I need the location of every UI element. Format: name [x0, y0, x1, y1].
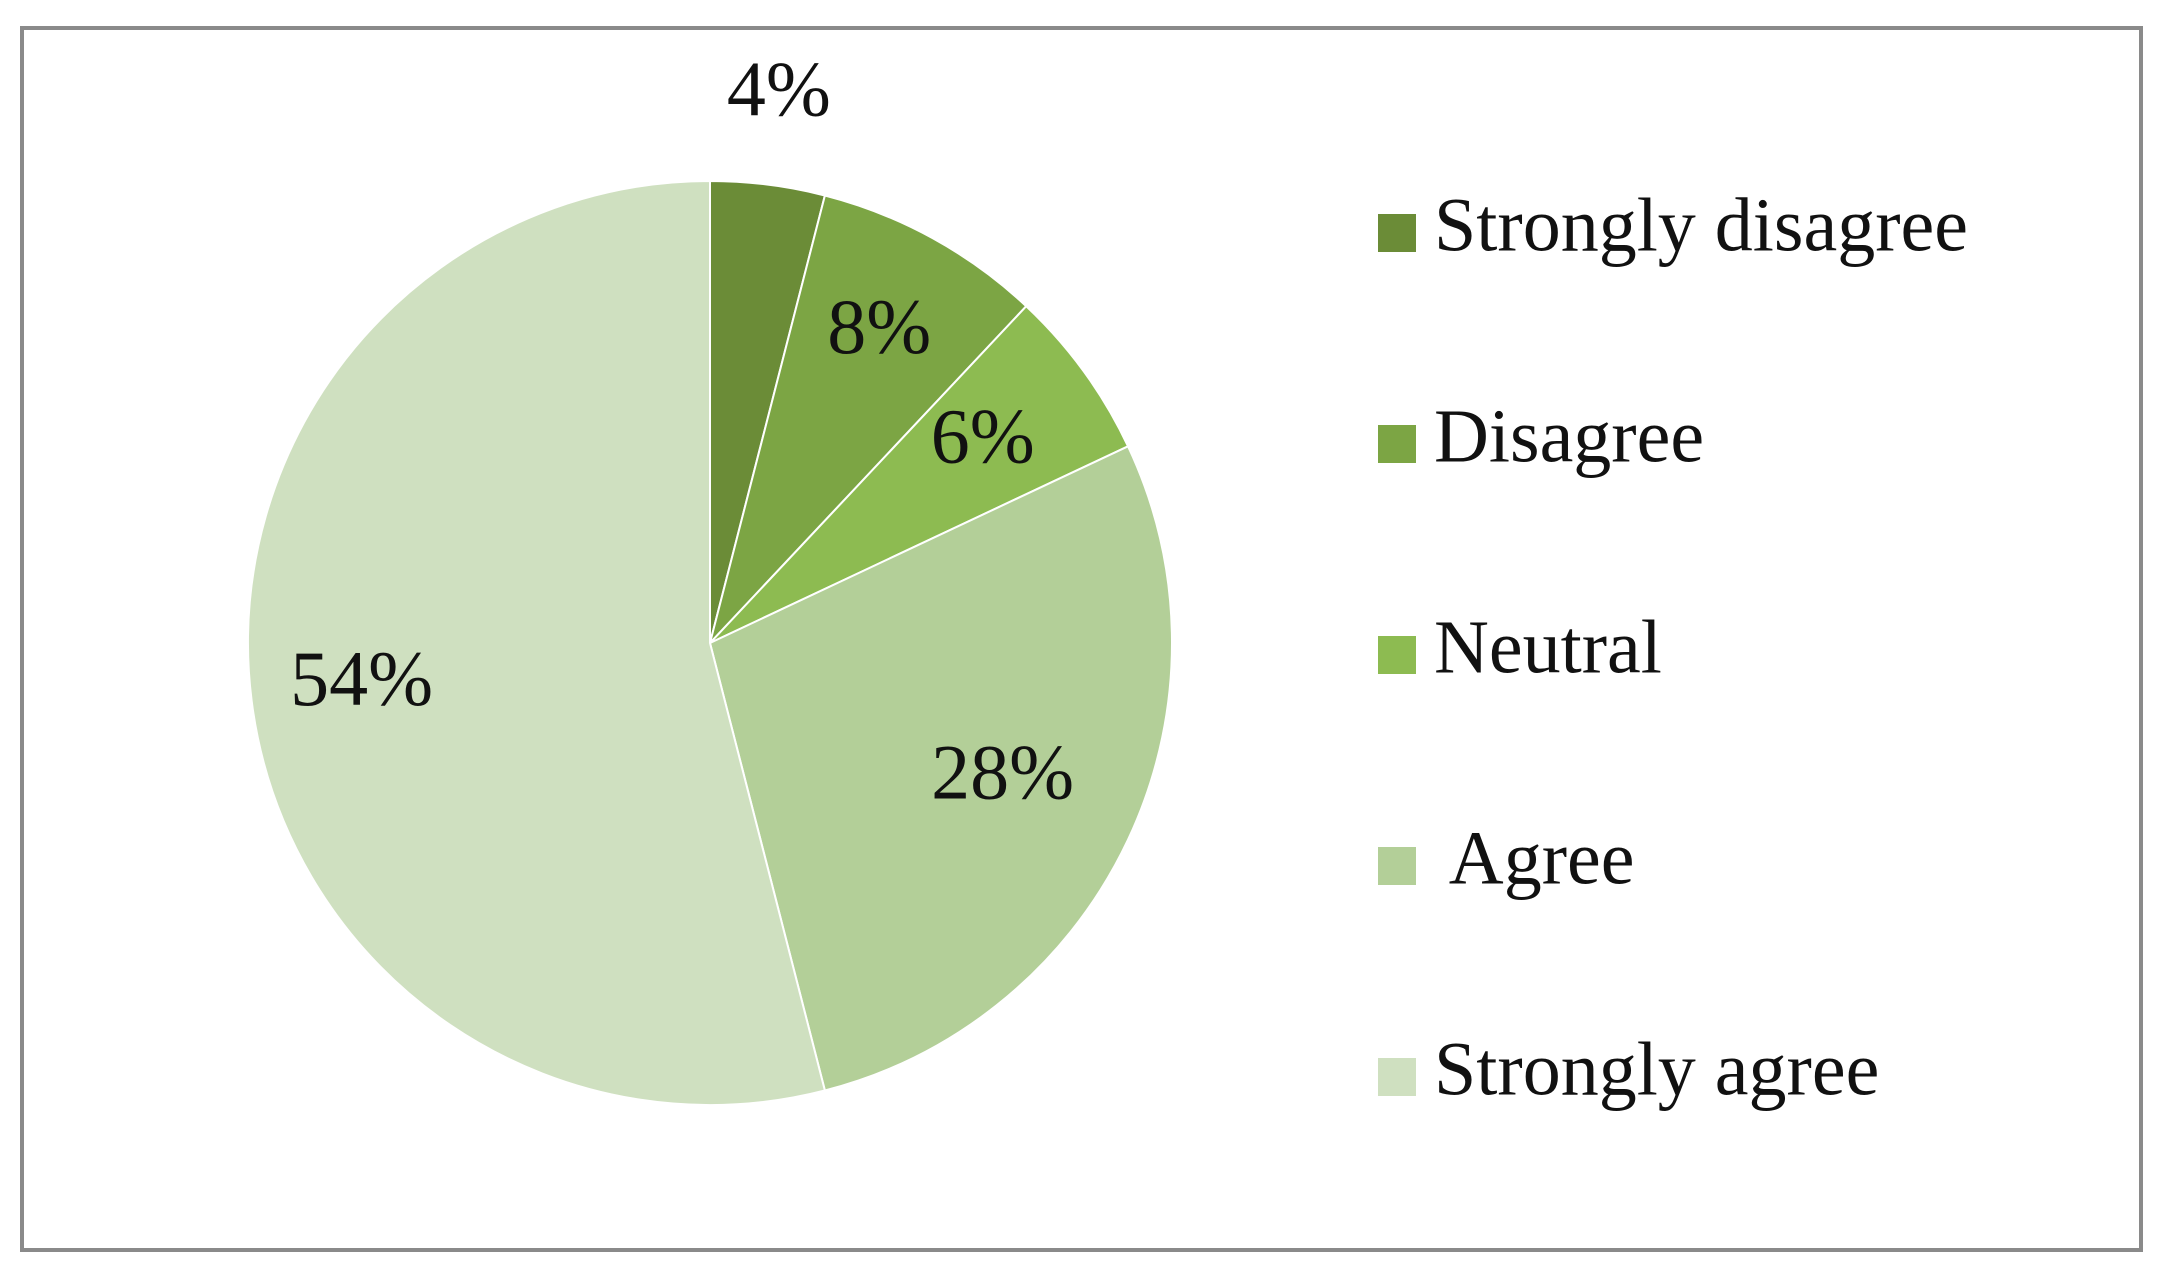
slice-value-label-2: 8% — [827, 283, 931, 370]
pie-slice-5 — [247, 179, 827, 1106]
legend-label-3: Neutral — [1434, 605, 1662, 689]
slice-value-label-3: 6% — [931, 393, 1035, 480]
slice-value-label-1: 4% — [727, 46, 831, 133]
legend-label-4: Agree — [1434, 816, 1634, 900]
legend-swatch-1 — [1378, 214, 1416, 252]
legend-label-5: Strongly agree — [1434, 1027, 1879, 1111]
legend: Strongly disagree Disagree Neutral Agree St… — [1378, 183, 1968, 1111]
legend-swatch-5 — [1378, 1058, 1416, 1096]
pie-slice-labels: 4% 8%6% 28% 54% — [290, 46, 1074, 816]
legend-swatch-3 — [1378, 636, 1416, 674]
legend-swatch-4 — [1378, 847, 1416, 885]
pie-slice-3 — [709, 304, 1130, 644]
legend-label-2: Disagree — [1434, 394, 1704, 478]
pie-slice-2 — [709, 194, 1028, 644]
legend-label-1: Strongly disagree — [1434, 183, 1968, 267]
pie-slice-4 — [708, 444, 1173, 1092]
slice-value-label-4: 28% — [931, 729, 1074, 816]
slice-value-label-5: 54% — [290, 635, 433, 722]
pie-slices — [247, 179, 1173, 1106]
legend-swatch-2 — [1378, 425, 1416, 463]
